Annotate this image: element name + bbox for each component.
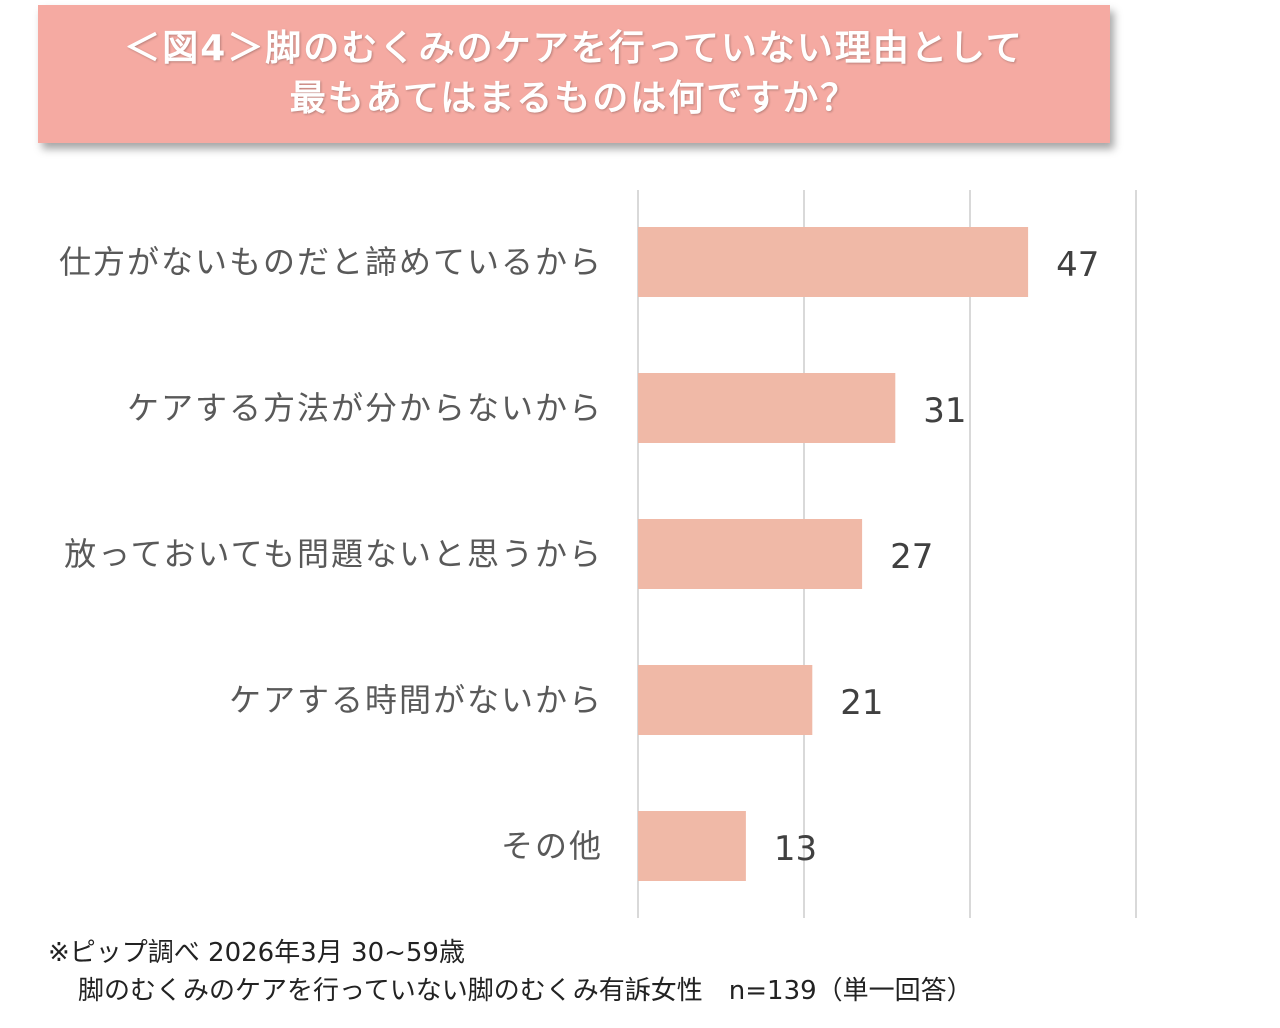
bar (638, 227, 1029, 297)
bar (638, 811, 746, 881)
category-label: 放っておいても問題ないと思うから (64, 535, 603, 573)
category-label: ケアする方法が分からないから (127, 389, 603, 427)
category-label: ケアする時間がないから (229, 681, 603, 719)
bar (638, 373, 896, 443)
data-label: 47 (1056, 245, 1099, 285)
bar (638, 519, 863, 589)
category-label: 仕方がないものだと諦めているから (59, 243, 603, 281)
chart-title-line-1: ＜図4＞脚のむくみのケアを行っていない理由として (124, 28, 1024, 69)
category-label: その他 (501, 827, 603, 865)
footnote-source: ※ピップ調べ 2026年3月 30~59歳 (48, 938, 465, 968)
data-label: 21 (840, 683, 883, 723)
data-label: 31 (923, 391, 966, 431)
footnote-sample: 脚のむくみのケアを行っていない脚のむくみ有訴女性 n=139（単一回答） (78, 976, 973, 1006)
bar (638, 665, 813, 735)
chart-title-box: ＜図4＞脚のむくみのケアを行っていない理由として 最もあてはまるものは何ですか？ (38, 5, 1110, 143)
chart-title-line-2: 最もあてはまるものは何ですか？ (289, 78, 859, 119)
data-label: 27 (890, 537, 933, 577)
data-label: 13 (774, 829, 817, 869)
